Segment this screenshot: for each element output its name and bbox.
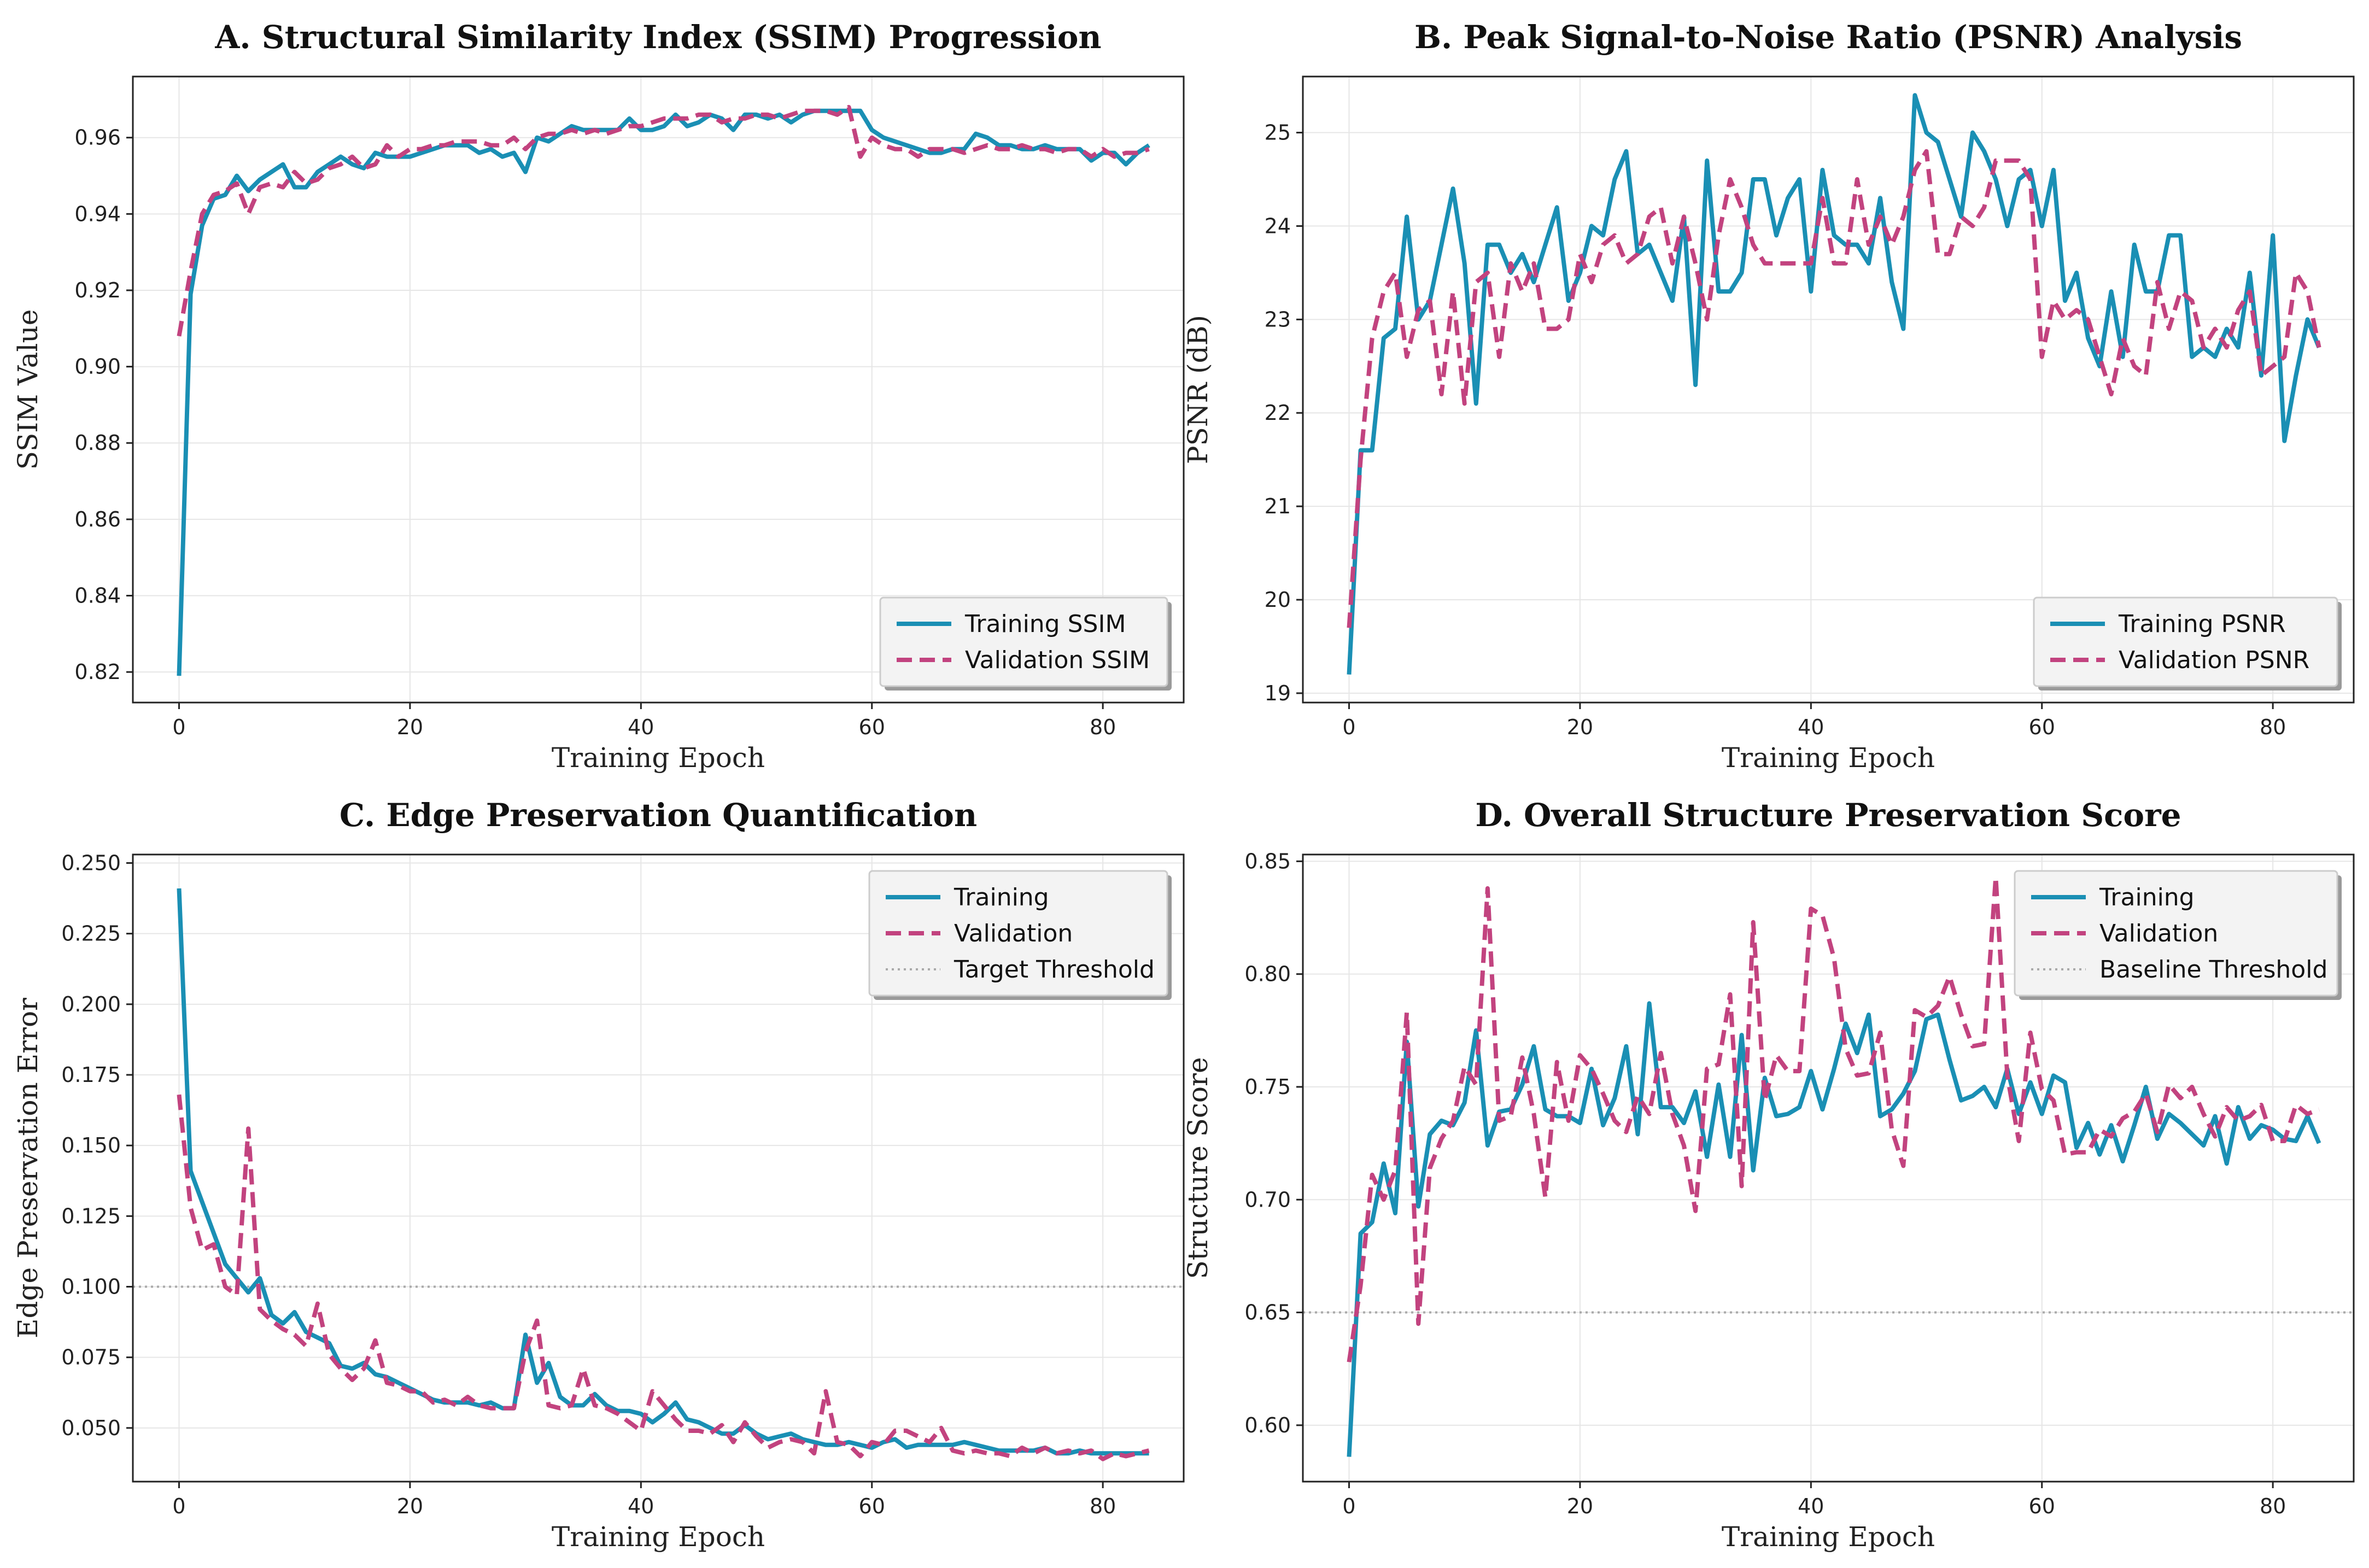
y-tick-label: 0.250 [61,851,121,875]
y-tick-label: 0.90 [74,355,121,379]
chart-title: C. Edge Preservation Quantification [340,797,977,834]
y-tick-label: 25 [1265,121,1291,145]
y-tick-label: 0.125 [61,1204,121,1228]
y-tick-label: 0.050 [61,1416,121,1440]
y-tick-label: 0.82 [74,660,121,684]
legend: Training PSNR Validation PSNR [2033,596,2342,691]
x-axis-label: Training Epoch [552,1521,765,1553]
x-tick-label: 0 [172,1494,185,1518]
y-tick-label: 0.96 [74,126,121,150]
validation-series-line [1347,875,2320,1362]
legend-label: Training [2099,884,2195,911]
x-axis-label: Training Epoch [1722,742,1935,774]
legend-box [2033,596,2338,687]
legend-label: Validation SSIM [965,646,1150,674]
y-tick-label: 0.75 [1244,1075,1291,1099]
training-series-line [177,108,1150,676]
legend-box [868,870,1168,997]
x-axis-label: Training Epoch [552,742,765,774]
y-tick-label: 0.200 [61,992,121,1016]
x-tick-label: 60 [2029,1494,2055,1518]
y-tick-label: 23 [1265,307,1291,331]
y-tick-label: 0.94 [74,202,121,226]
panel-A: 0 20 40 60 80 0.82 0.84 0.86 0.88 0.90 0.92 0.94 0.9… [12,19,1185,774]
y-axis-label: SSIM Value [12,309,44,470]
plot-frame [1302,75,2355,704]
legend-label: Validation [2099,920,2218,947]
y-tick-label: 0.150 [61,1133,121,1157]
x-tick-label: 0 [1342,1494,1355,1518]
plot-frame [132,853,1185,1483]
y-tick-label: 0.175 [61,1063,121,1087]
y-axis-label: PSNR (dB) [1182,315,1214,464]
x-tick-label: 60 [859,715,885,739]
legend-box [2014,870,2338,997]
y-tick-label: 0.60 [1244,1413,1291,1437]
x-tick-label: 20 [397,1494,423,1518]
y-tick-label: 0.92 [74,278,121,302]
x-tick-label: 80 [1090,715,1116,739]
legend-label: Validation [954,920,1073,947]
x-tick-label: 20 [1567,715,1593,739]
legend-label: Training [954,884,1049,911]
plot-frame [1302,853,2355,1483]
plot-frame [132,75,1185,704]
legend-label: Training PSNR [2118,610,2286,638]
y-axis-label: Edge Preservation Error [12,998,44,1338]
y-axis-label: Structure Score [1182,1057,1214,1279]
legend: Training Validation Baseline Threshold [2014,870,2342,1000]
y-tick-label: 20 [1265,588,1291,612]
x-axis-label: Training Epoch [1722,1521,1935,1553]
y-tick-label: 19 [1265,681,1291,705]
x-tick-label: 80 [1090,1494,1116,1518]
x-tick-label: 80 [2260,715,2286,739]
validation-series-line [177,1094,1150,1461]
x-tick-label: 60 [2029,715,2055,739]
legend-box [879,596,1168,687]
y-tick-label: 0.70 [1244,1187,1291,1212]
legend-label: Target Threshold [954,956,1155,984]
validation-series-line [1347,149,2321,628]
y-tick-label: 24 [1265,214,1291,238]
legend-label: Validation PSNR [2119,646,2309,674]
y-tick-label: 0.88 [74,431,121,455]
x-tick-label: 40 [628,1494,654,1518]
y-tick-label: 0.84 [74,584,121,608]
training-series-line [1347,93,2321,675]
x-tick-label: 0 [172,715,185,739]
y-tick-label: 0.100 [61,1275,121,1299]
y-tick-label: 21 [1265,494,1291,518]
panel-C: 0 20 40 60 80 0.050 0.075 0.100 0.125 0.150 0.175 0… [12,797,1185,1553]
panel-D: 0 20 40 60 80 0.60 0.65 0.70 0.75 0.80 0.85 D. Over… [1182,797,2355,1553]
validation-series-line [177,104,1150,337]
x-tick-label: 40 [1798,1494,1824,1518]
legend-label: Baseline Threshold [2099,956,2327,984]
chart-title: D. Overall Structure Preservation Score [1475,797,2181,834]
x-tick-label: 40 [628,715,654,739]
x-tick-label: 20 [1567,1494,1593,1518]
legend: Training SSIM Validation SSIM [879,596,1172,691]
x-tick-label: 0 [1342,715,1355,739]
panel-B: 0 20 40 60 80 19 20 21 22 23 24 25 B. Peak Signal-to… [1182,19,2355,774]
legend: Training Validation Target Threshold [868,870,1172,1000]
x-tick-label: 60 [859,1494,885,1518]
legend-label: Training SSIM [964,610,1126,638]
chart-title: A. Structural Similarity Index (SSIM) Pr… [214,19,1101,56]
y-tick-label: 0.65 [1244,1301,1291,1325]
y-tick-label: 0.80 [1244,962,1291,986]
x-tick-label: 80 [2260,1494,2286,1518]
x-tick-label: 40 [1798,715,1824,739]
y-tick-label: 0.075 [61,1345,121,1370]
y-tick-label: 0.86 [74,507,121,531]
chart-title: B. Peak Signal-to-Noise Ratio (PSNR) Ana… [1414,19,2242,56]
y-tick-label: 22 [1265,401,1291,425]
y-tick-label: 0.85 [1244,849,1291,873]
y-tick-label: 0.225 [61,922,121,946]
x-tick-label: 20 [397,715,423,739]
